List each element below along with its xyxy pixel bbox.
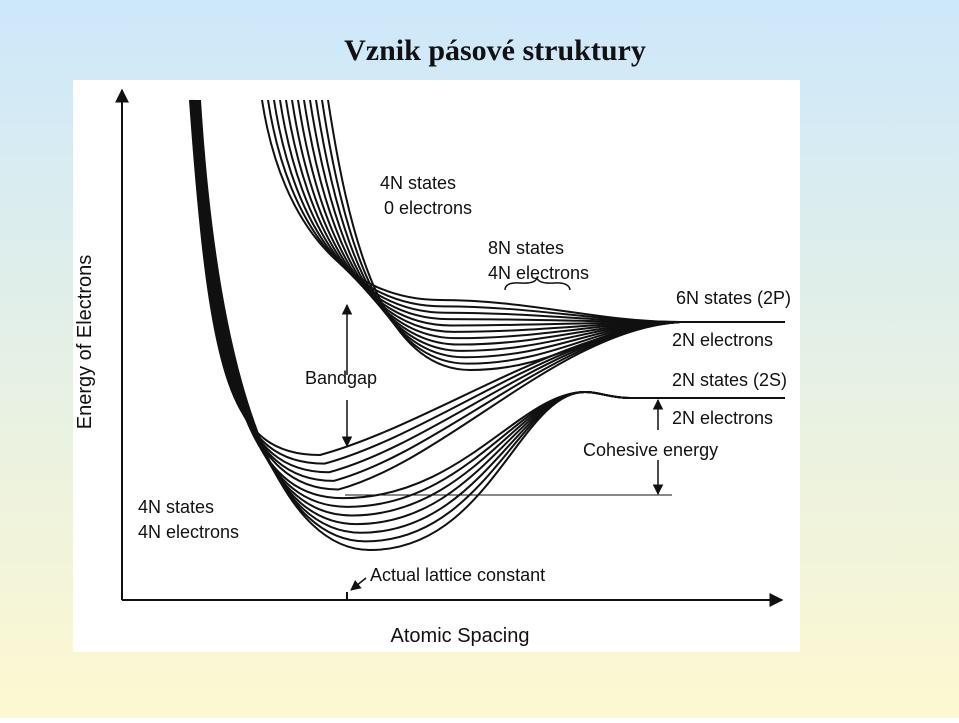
band-label: 4N electrons (488, 263, 589, 283)
band-curve (267, 99, 681, 323)
band-curve (199, 99, 631, 552)
band-curve (303, 99, 681, 346)
band-label: 4N states (380, 173, 456, 193)
band-curve (191, 99, 681, 482)
level-label: 2N electrons (672, 330, 773, 350)
lattice-label: Actual lattice constant (370, 565, 545, 585)
band-curve (189, 99, 681, 457)
slide-title: Vznik pásové struktury (344, 34, 646, 67)
band-curve (261, 99, 681, 323)
level-label: 6N states (2P) (676, 288, 791, 308)
band-curve (315, 99, 681, 359)
band-curve (279, 99, 681, 323)
level-label: 2N electrons (672, 408, 773, 428)
band-curve (309, 99, 681, 352)
level-label: 2N states (2S) (672, 370, 787, 390)
bandgap-label: Bandgap (305, 368, 377, 388)
band-curve (321, 99, 681, 365)
band-curve (190, 99, 681, 474)
band-label: 8N states (488, 238, 564, 258)
figure-panel (73, 80, 800, 652)
band-curve (189, 99, 681, 465)
band-curve (273, 99, 681, 323)
band-curve (297, 99, 681, 340)
band-label: 4N electrons (138, 522, 239, 542)
band-curve (285, 99, 681, 327)
band-curves (189, 99, 785, 552)
lattice-arrow (350, 577, 367, 591)
x-axis-label: Atomic Spacing (391, 625, 530, 647)
band-curve (291, 99, 681, 333)
y-axis-label: Energy of Electrons (74, 255, 96, 430)
band-label: 0 electrons (384, 198, 472, 218)
band-label: 4N states (138, 497, 214, 517)
brace (504, 275, 571, 291)
cohesive-label: Cohesive energy (583, 440, 718, 460)
axes (115, 88, 784, 607)
